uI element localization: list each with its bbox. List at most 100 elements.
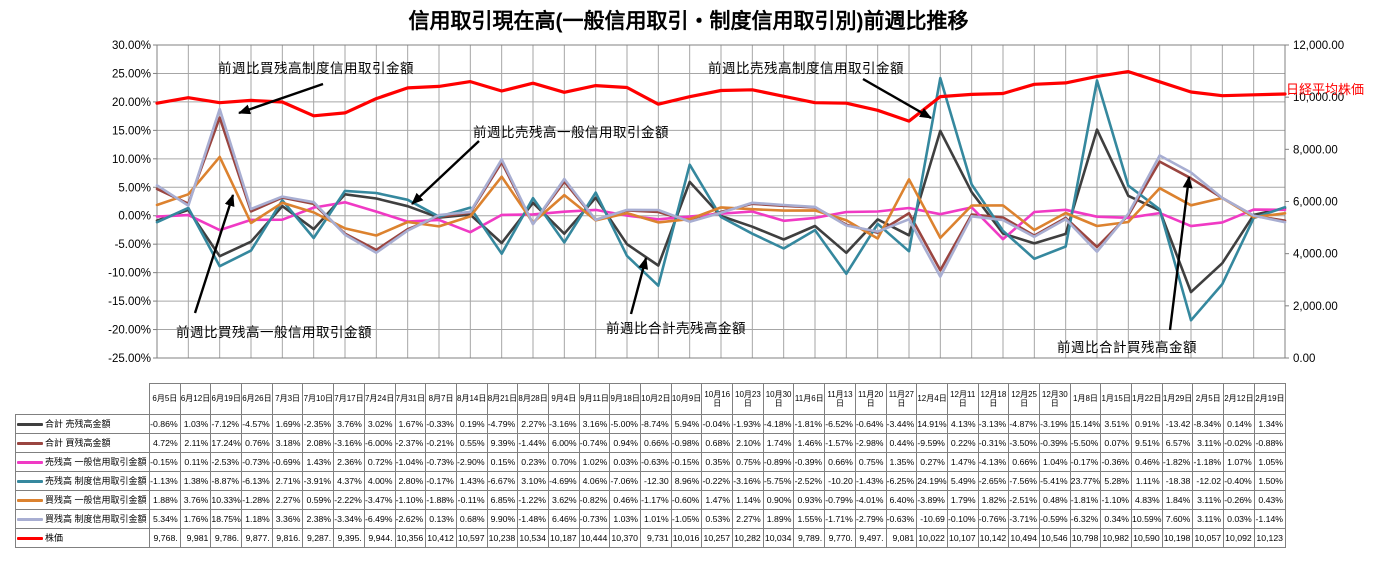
value-cell: 10,238 xyxy=(486,528,519,548)
date-header: 10月2日 xyxy=(640,383,672,415)
date-header: 7月10日 xyxy=(302,383,335,415)
date-header: 6月26日 xyxy=(241,383,273,415)
table-row-kabuka: 株価 9,768. 9,981 9,786. 9,877. 9,816. 9,287. 9,3… xyxy=(15,528,1287,548)
value-cell: 1.03% xyxy=(179,414,212,434)
value-cell: -0.60% xyxy=(670,490,703,510)
value-cell: -0.74% xyxy=(578,433,611,453)
value-cell: 9,395. xyxy=(333,528,365,548)
value-cell: 1.34% xyxy=(1253,414,1287,434)
right-axis-label: 0.00 xyxy=(1293,353,1315,365)
annotation-arrow xyxy=(411,140,480,205)
value-cell: 24.19% xyxy=(916,471,948,491)
value-cell: -0.59% xyxy=(1038,509,1071,529)
series-swatch-buy-general xyxy=(17,498,43,502)
value-cell: -8.34% xyxy=(1192,414,1225,434)
value-cell: 14.91% xyxy=(916,414,948,434)
value-cell: 10,597 xyxy=(455,528,488,548)
value-cell: 3.18% xyxy=(271,433,304,453)
value-cell: -5.00% xyxy=(609,414,641,434)
date-header: 10月30日 xyxy=(762,383,795,415)
value-cell: -0.17% xyxy=(1069,452,1102,472)
value-cell: 6.00% xyxy=(547,433,580,453)
plot-border xyxy=(156,44,1286,359)
value-cell: -1.05% xyxy=(670,509,703,529)
value-cell: -0.88% xyxy=(1253,433,1287,453)
value-cell: 1.01% xyxy=(640,509,672,529)
value-cell: -3.47% xyxy=(363,490,396,510)
value-cell: 4.00% xyxy=(363,471,396,491)
value-cell: 2.27% xyxy=(271,490,304,510)
value-cell: 10,187 xyxy=(547,528,580,548)
value-cell: 3.36% xyxy=(271,509,304,529)
value-cell: 2.08% xyxy=(302,433,335,453)
date-header: 12月11日 xyxy=(946,383,979,415)
value-cell: -2.98% xyxy=(854,433,887,453)
value-cell: 9,731 xyxy=(640,528,672,548)
value-cell: 1.35% xyxy=(885,452,918,472)
value-cell: 0.70% xyxy=(547,452,580,472)
left-axis-label: 5.00% xyxy=(118,182,151,194)
value-cell: -4.01% xyxy=(854,490,887,510)
value-cell: -2.53% xyxy=(210,452,243,472)
value-cell: -0.89% xyxy=(762,452,795,472)
value-cell: 1.88% xyxy=(149,490,181,510)
annotation-arrow xyxy=(193,194,235,314)
value-cell: -6.32% xyxy=(1069,509,1102,529)
chart-annotation-2: 前週比売残高制度信用取引金額 xyxy=(708,61,904,76)
series-swatch-kabuka xyxy=(17,536,43,540)
value-cell: 1.11% xyxy=(1131,471,1163,491)
value-cell: -0.64% xyxy=(854,414,887,434)
date-header: 2月12日 xyxy=(1223,383,1255,415)
value-cell: 0.68% xyxy=(455,509,488,529)
value-cell: 3.02% xyxy=(363,414,396,434)
annotation-arrow xyxy=(862,77,932,120)
value-cell: -4.18% xyxy=(762,414,795,434)
date-header: 12月4日 xyxy=(916,383,948,415)
value-cell: 1.43% xyxy=(455,471,488,491)
value-cell: 0.53% xyxy=(701,509,734,529)
value-cell: 0.11% xyxy=(179,452,212,472)
value-cell: -7.06% xyxy=(609,471,641,491)
value-cell: 9,081 xyxy=(885,528,918,548)
value-cell: -4.57% xyxy=(241,414,273,434)
value-cell: -2.35% xyxy=(302,414,335,434)
date-header: 12月30日 xyxy=(1038,383,1071,415)
value-cell: 4.83% xyxy=(1131,490,1163,510)
date-header: 8月14日 xyxy=(455,383,488,415)
value-cell: -1.43% xyxy=(854,471,887,491)
corner-cell xyxy=(15,383,150,415)
date-header: 6月12日 xyxy=(179,383,212,415)
value-cell: 0.59% xyxy=(302,490,335,510)
chart-annotation-1: 前週比売残高一般信用取引金額 xyxy=(473,125,669,140)
value-cell: 1.74% xyxy=(762,433,795,453)
value-cell: -3.34% xyxy=(333,509,365,529)
value-cell: 1.50% xyxy=(1253,471,1287,491)
series-name: 買残高 一般信用取引金額 xyxy=(45,494,147,505)
value-cell: 0.23% xyxy=(517,452,549,472)
left-axis-label: -5.00% xyxy=(115,239,151,251)
value-cell: -1.13% xyxy=(149,471,181,491)
series-name: 合計 売残高金額 xyxy=(45,418,111,429)
right-axis-series-label: 日経平均株価 xyxy=(1286,82,1364,97)
value-cell: -0.63% xyxy=(885,509,918,529)
value-cell: 1.69% xyxy=(271,414,304,434)
value-cell: 0.72% xyxy=(363,452,396,472)
value-cell: 0.55% xyxy=(455,433,488,453)
series-line-kabuka xyxy=(155,69,1287,123)
series-label-cell: 売残高 一般信用取引金額 xyxy=(15,452,150,472)
left-axis-label: 0.00% xyxy=(118,211,151,223)
chart-title: 信用取引現在高(一般信用取引・制度信用取引別)前週比推移 xyxy=(408,10,969,33)
value-cell: 9,981 xyxy=(179,528,212,548)
date-header: 10月9日 xyxy=(670,383,703,415)
value-cell: 5.49% xyxy=(946,471,979,491)
annotation-arrow xyxy=(238,82,324,115)
value-cell: 3.62% xyxy=(547,490,580,510)
value-cell: 10,282 xyxy=(732,528,764,548)
value-cell: 0.43% xyxy=(1253,490,1287,510)
value-cell: 8.96% xyxy=(670,471,703,491)
value-cell: 1.47% xyxy=(701,490,734,510)
value-cell: 10,590 xyxy=(1131,528,1163,548)
value-cell: -5.75% xyxy=(762,471,795,491)
date-header: 1月8日 xyxy=(1069,383,1102,415)
value-cell: 0.46% xyxy=(1131,452,1163,472)
